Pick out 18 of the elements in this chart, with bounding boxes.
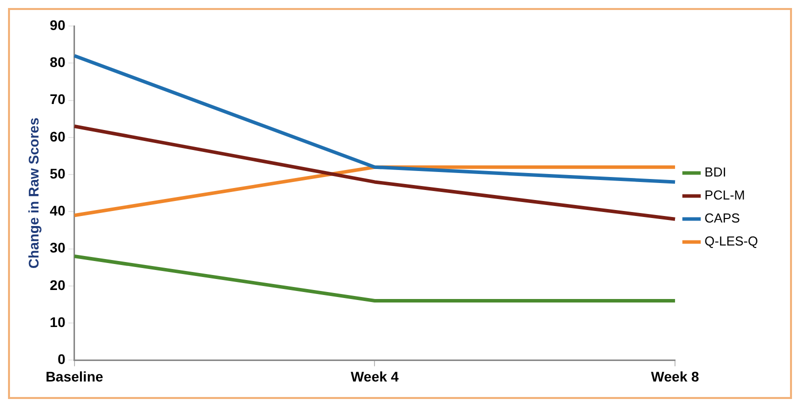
legend-label: CAPS xyxy=(704,210,740,226)
y-tick-label: 60 xyxy=(50,128,66,144)
y-tick-label: 70 xyxy=(50,91,66,108)
y-tick-label: 10 xyxy=(50,314,66,330)
x-tick-label: Week 8 xyxy=(651,368,700,384)
x-tick-label: Baseline xyxy=(46,368,104,384)
y-tick-label: 90 xyxy=(50,16,66,33)
legend-label: Q-LES-Q xyxy=(704,234,758,249)
y-tick-label: 80 xyxy=(50,54,66,70)
y-tick-label: 50 xyxy=(50,165,66,182)
x-tick-label: Week 4 xyxy=(350,368,399,384)
legend-label: BDI xyxy=(704,164,726,180)
y-axis-title: Change in Raw Scores xyxy=(25,117,42,269)
legend-label: PCL-M xyxy=(704,188,745,203)
y-tick-label: 30 xyxy=(50,240,66,256)
y-tick-label: 20 xyxy=(50,276,66,293)
y-tick-label: 40 xyxy=(50,202,66,219)
y-tick-label: 0 xyxy=(58,351,66,368)
